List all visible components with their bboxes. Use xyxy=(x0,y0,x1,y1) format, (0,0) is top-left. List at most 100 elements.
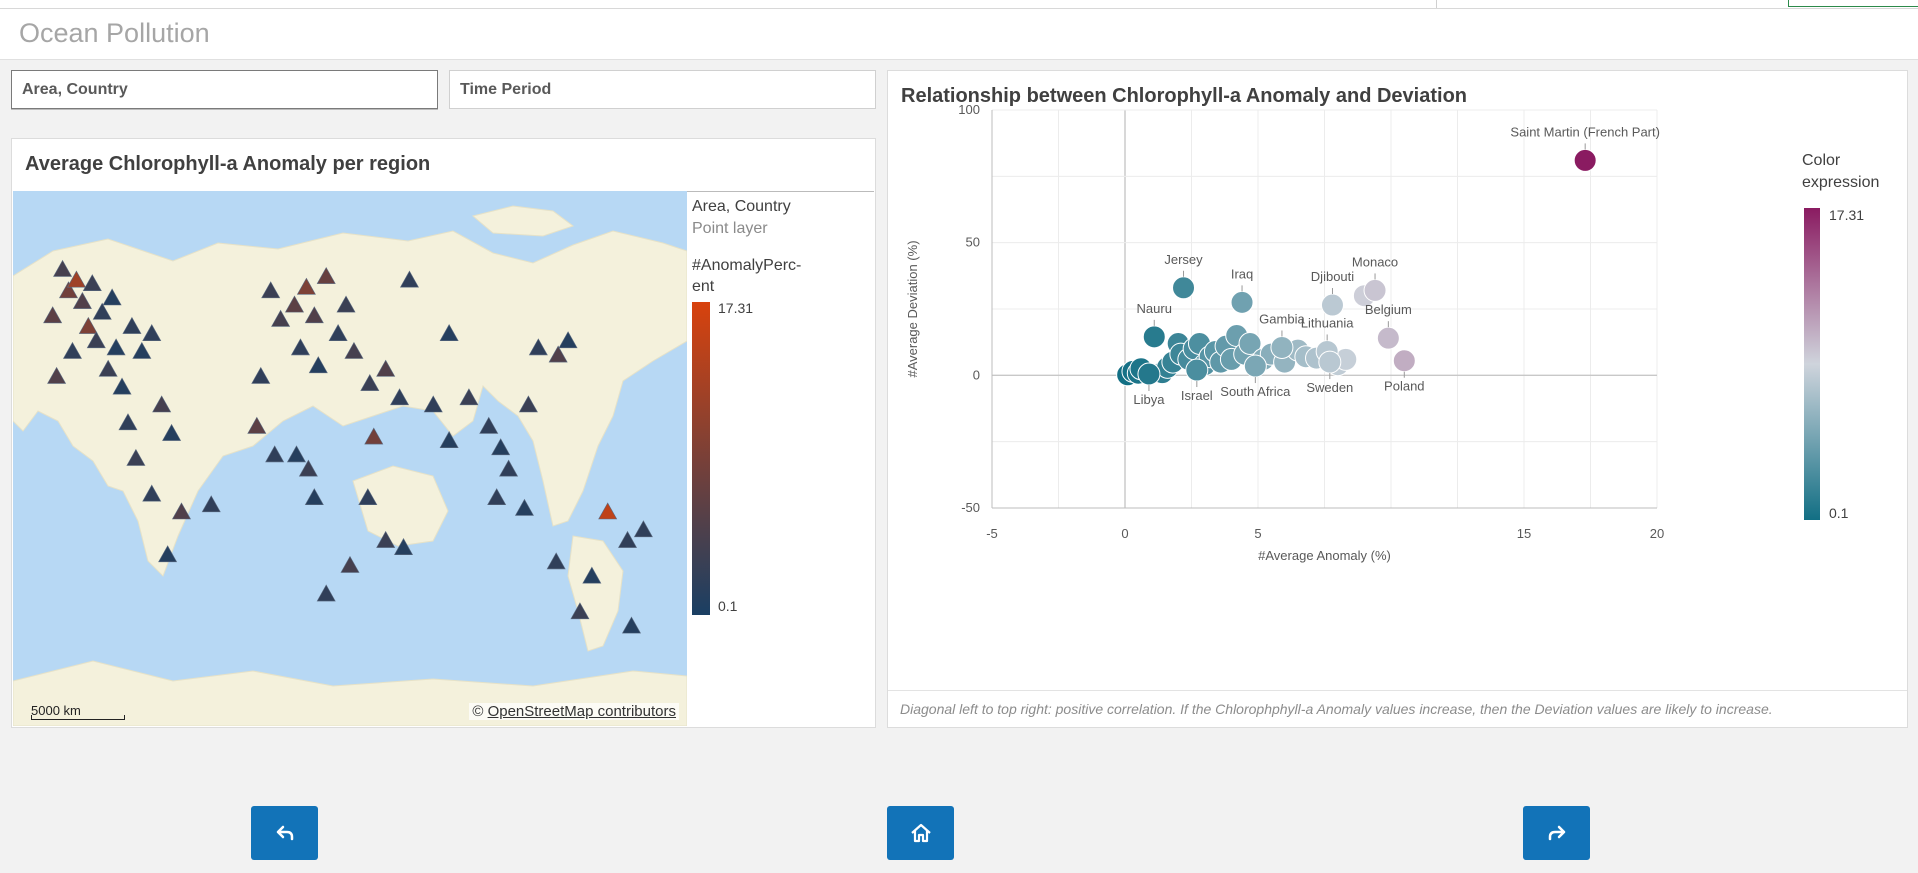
map-marker-triangle[interactable] xyxy=(171,502,192,520)
map-marker-triangle[interactable] xyxy=(518,395,538,413)
map-marker-triangle[interactable] xyxy=(284,295,305,313)
map-marker-triangle[interactable] xyxy=(304,488,324,506)
map-marker-triangle[interactable] xyxy=(316,584,336,602)
time-period-filter[interactable]: Time Period xyxy=(449,70,876,109)
map-marker-triangle[interactable] xyxy=(82,274,102,292)
map-marker-triangle[interactable] xyxy=(271,309,291,327)
scatter-point[interactable] xyxy=(1172,276,1196,300)
map-marker-triangle[interactable] xyxy=(265,445,285,463)
map-marker-triangle[interactable] xyxy=(360,373,380,391)
map-marker-triangle[interactable] xyxy=(62,341,82,359)
map-marker-triangle[interactable] xyxy=(582,566,602,584)
map-marker-triangle[interactable] xyxy=(43,306,63,324)
map-marker-triangle[interactable] xyxy=(336,295,356,313)
scatter-point[interactable] xyxy=(1392,349,1416,373)
scatter-point[interactable] xyxy=(1137,362,1161,386)
map-marker-triangle[interactable] xyxy=(290,338,310,356)
map-marker-triangle[interactable] xyxy=(633,520,653,538)
map-marker-triangle[interactable] xyxy=(423,395,443,413)
scatter-point[interactable] xyxy=(1230,290,1254,314)
map-marker-triangle[interactable] xyxy=(142,484,162,502)
back-button[interactable] xyxy=(251,806,318,860)
scatter-point[interactable] xyxy=(1573,148,1597,172)
map-marker-triangle[interactable] xyxy=(132,341,152,359)
scatter-point[interactable] xyxy=(1238,331,1262,355)
map-marker-triangle[interactable] xyxy=(106,338,126,356)
map-marker-triangle[interactable] xyxy=(439,324,459,341)
map-marker-triangle[interactable] xyxy=(548,345,568,363)
world-map[interactable]: 5000 km © OpenStreetMap contributors xyxy=(13,191,687,726)
map-marker-triangle[interactable] xyxy=(344,341,364,359)
map-marker-triangle[interactable] xyxy=(92,302,112,320)
map-marker-triangle[interactable] xyxy=(487,488,507,506)
scatter-point[interactable] xyxy=(1142,325,1166,349)
map-marker-triangle[interactable] xyxy=(528,338,548,356)
map-marker-triangle[interactable] xyxy=(570,602,590,620)
map-marker-triangle[interactable] xyxy=(298,459,318,477)
map-marker-triangle[interactable] xyxy=(47,366,67,384)
scatter-point[interactable] xyxy=(1270,335,1294,359)
map-marker-triangle[interactable] xyxy=(78,316,98,334)
map-marker-triangle[interactable] xyxy=(296,277,316,295)
scatter-point[interactable] xyxy=(1318,350,1342,374)
map-marker-triangle[interactable] xyxy=(376,530,396,548)
map-attribution[interactable]: © OpenStreetMap contributors xyxy=(469,703,679,720)
map-marker-triangle[interactable] xyxy=(459,388,479,406)
map-marker-triangle[interactable] xyxy=(514,498,534,516)
map-marker-triangle[interactable] xyxy=(316,266,336,284)
map-marker-triangle[interactable] xyxy=(479,416,499,434)
map-marker-triangle[interactable] xyxy=(358,488,378,506)
map-marker-triangle[interactable] xyxy=(66,270,86,288)
map-marker-triangle[interactable] xyxy=(598,502,618,520)
map-marker-triangle[interactable] xyxy=(251,366,271,384)
scatter-point[interactable] xyxy=(1363,278,1387,302)
map-marker-triangle[interactable] xyxy=(340,555,360,573)
map-marker-triangle[interactable] xyxy=(126,448,146,466)
map-marker-triangle[interactable] xyxy=(390,388,410,406)
map-marker-triangle[interactable] xyxy=(376,359,396,377)
map-marker-triangle[interactable] xyxy=(98,359,118,377)
map-marker-triangle[interactable] xyxy=(394,538,414,555)
map-marker-triangle[interactable] xyxy=(399,270,419,288)
app-titlebar: Ocean Pollution xyxy=(0,9,1918,60)
map-marker-triangle[interactable] xyxy=(261,281,281,299)
map-marker-triangle[interactable] xyxy=(53,259,73,277)
area-country-filter[interactable]: Area, Country xyxy=(11,70,438,109)
map-marker-triangle[interactable] xyxy=(621,616,642,634)
map-marker-triangle[interactable] xyxy=(558,331,578,349)
map-marker-triangle[interactable] xyxy=(112,377,132,395)
y-tick-label: 100 xyxy=(958,102,980,117)
scatter-point[interactable] xyxy=(1243,354,1267,378)
home-button[interactable] xyxy=(887,806,954,860)
map-marker-triangle[interactable] xyxy=(86,331,106,349)
map-marker-triangle[interactable] xyxy=(142,324,162,341)
map-marker-triangle[interactable] xyxy=(152,395,172,413)
map-marker-triangle[interactable] xyxy=(72,291,92,309)
map-marker-triangle[interactable] xyxy=(201,495,221,513)
scatter-point[interactable] xyxy=(1185,358,1209,382)
legend-layer-name: Area, Country xyxy=(692,198,791,215)
map-marker-triangle[interactable] xyxy=(58,281,79,299)
map-marker-triangle[interactable] xyxy=(158,545,178,563)
scatter-point[interactable] xyxy=(1376,326,1400,350)
map-marker-triangle[interactable] xyxy=(546,552,566,570)
map-marker-triangle[interactable] xyxy=(618,530,638,548)
map-marker-triangle[interactable] xyxy=(102,288,122,306)
openstreetmap-link[interactable]: OpenStreetMap contributors xyxy=(487,703,676,720)
forward-button[interactable] xyxy=(1523,806,1590,860)
map-marker-triangle[interactable] xyxy=(491,438,511,456)
map-marker-triangle[interactable] xyxy=(162,423,182,441)
map-marker-triangle[interactable] xyxy=(499,459,519,477)
map-marker-triangle[interactable] xyxy=(247,416,267,434)
map-marker-triangle[interactable] xyxy=(118,413,138,431)
map-canvas[interactable] xyxy=(13,191,687,726)
map-marker-triangle[interactable] xyxy=(364,427,384,445)
map-marker-triangle[interactable] xyxy=(328,324,348,341)
map-marker-triangle[interactable] xyxy=(439,431,459,448)
map-marker-triangle[interactable] xyxy=(122,316,142,334)
map-marker-triangle[interactable] xyxy=(304,306,324,324)
scatter-point[interactable] xyxy=(1320,293,1344,317)
map-marker-triangle[interactable] xyxy=(286,445,306,463)
map-marker-triangle[interactable] xyxy=(308,356,328,374)
